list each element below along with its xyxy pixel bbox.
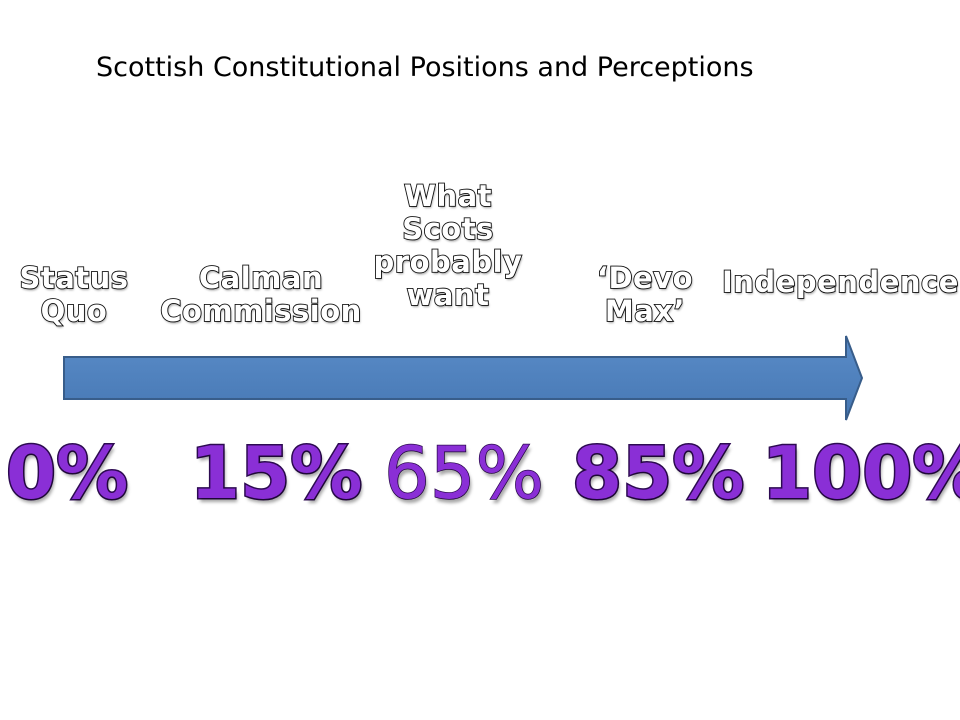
position-label-what-scots-want: What Scots probably want: [373, 179, 523, 313]
percent-100: 100%: [761, 430, 960, 517]
scale-arrow: [63, 335, 864, 421]
position-label-devo-max: ‘Devo Max’: [596, 261, 694, 329]
position-label-status-quo: Status Quo: [19, 261, 129, 329]
position-label-independence: Independence: [721, 265, 959, 300]
percent-85: 85%: [571, 430, 746, 517]
percent-65: 65%: [383, 430, 545, 516]
arrow-shape: [63, 335, 864, 421]
slide-title: Scottish Constitutional Positions and Pe…: [96, 52, 754, 83]
percent-0: 0%: [5, 430, 130, 517]
position-label-calman-commission: Calman Commission: [159, 261, 362, 329]
percent-15: 15%: [189, 430, 364, 517]
